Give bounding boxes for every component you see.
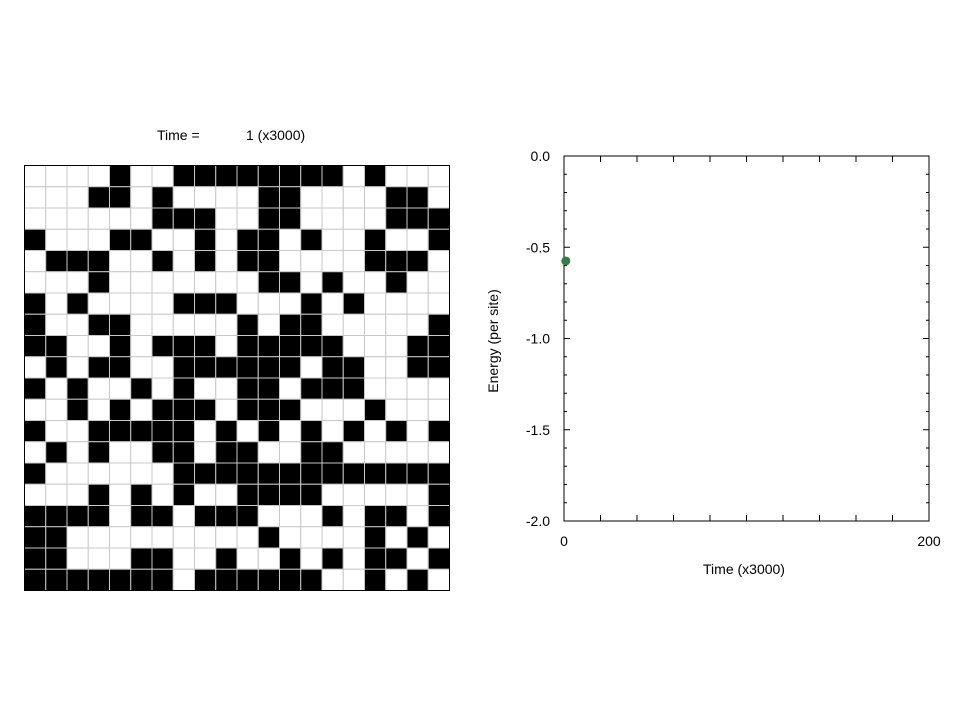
lattice-border bbox=[24, 165, 450, 591]
time-value: 1 (x3000) bbox=[246, 127, 306, 143]
spin-lattice bbox=[24, 165, 450, 591]
data-points bbox=[561, 256, 571, 266]
time-label: Time = bbox=[157, 127, 200, 143]
y-tick-label: -1.5 bbox=[526, 422, 550, 438]
y-tick-label: -1.0 bbox=[526, 331, 550, 347]
y-tick-label: 0.0 bbox=[531, 148, 551, 164]
plot-frame bbox=[563, 155, 930, 522]
axis-ticks bbox=[563, 155, 930, 522]
energy-point bbox=[561, 256, 571, 266]
y-tick-label: -2.0 bbox=[526, 513, 550, 529]
x-tick-label: 200 bbox=[917, 533, 941, 549]
y-axis-label: Energy (per site) bbox=[485, 289, 501, 392]
y-tick-labels: 0.0 -0.5 -1.0 -1.5 -2.0 bbox=[526, 148, 550, 529]
y-tick-label: -0.5 bbox=[526, 239, 550, 255]
x-axis-label: Time (x3000) bbox=[703, 561, 785, 577]
x-tick-labels: 0 200 bbox=[560, 533, 941, 549]
x-tick-label: 0 bbox=[560, 533, 568, 549]
